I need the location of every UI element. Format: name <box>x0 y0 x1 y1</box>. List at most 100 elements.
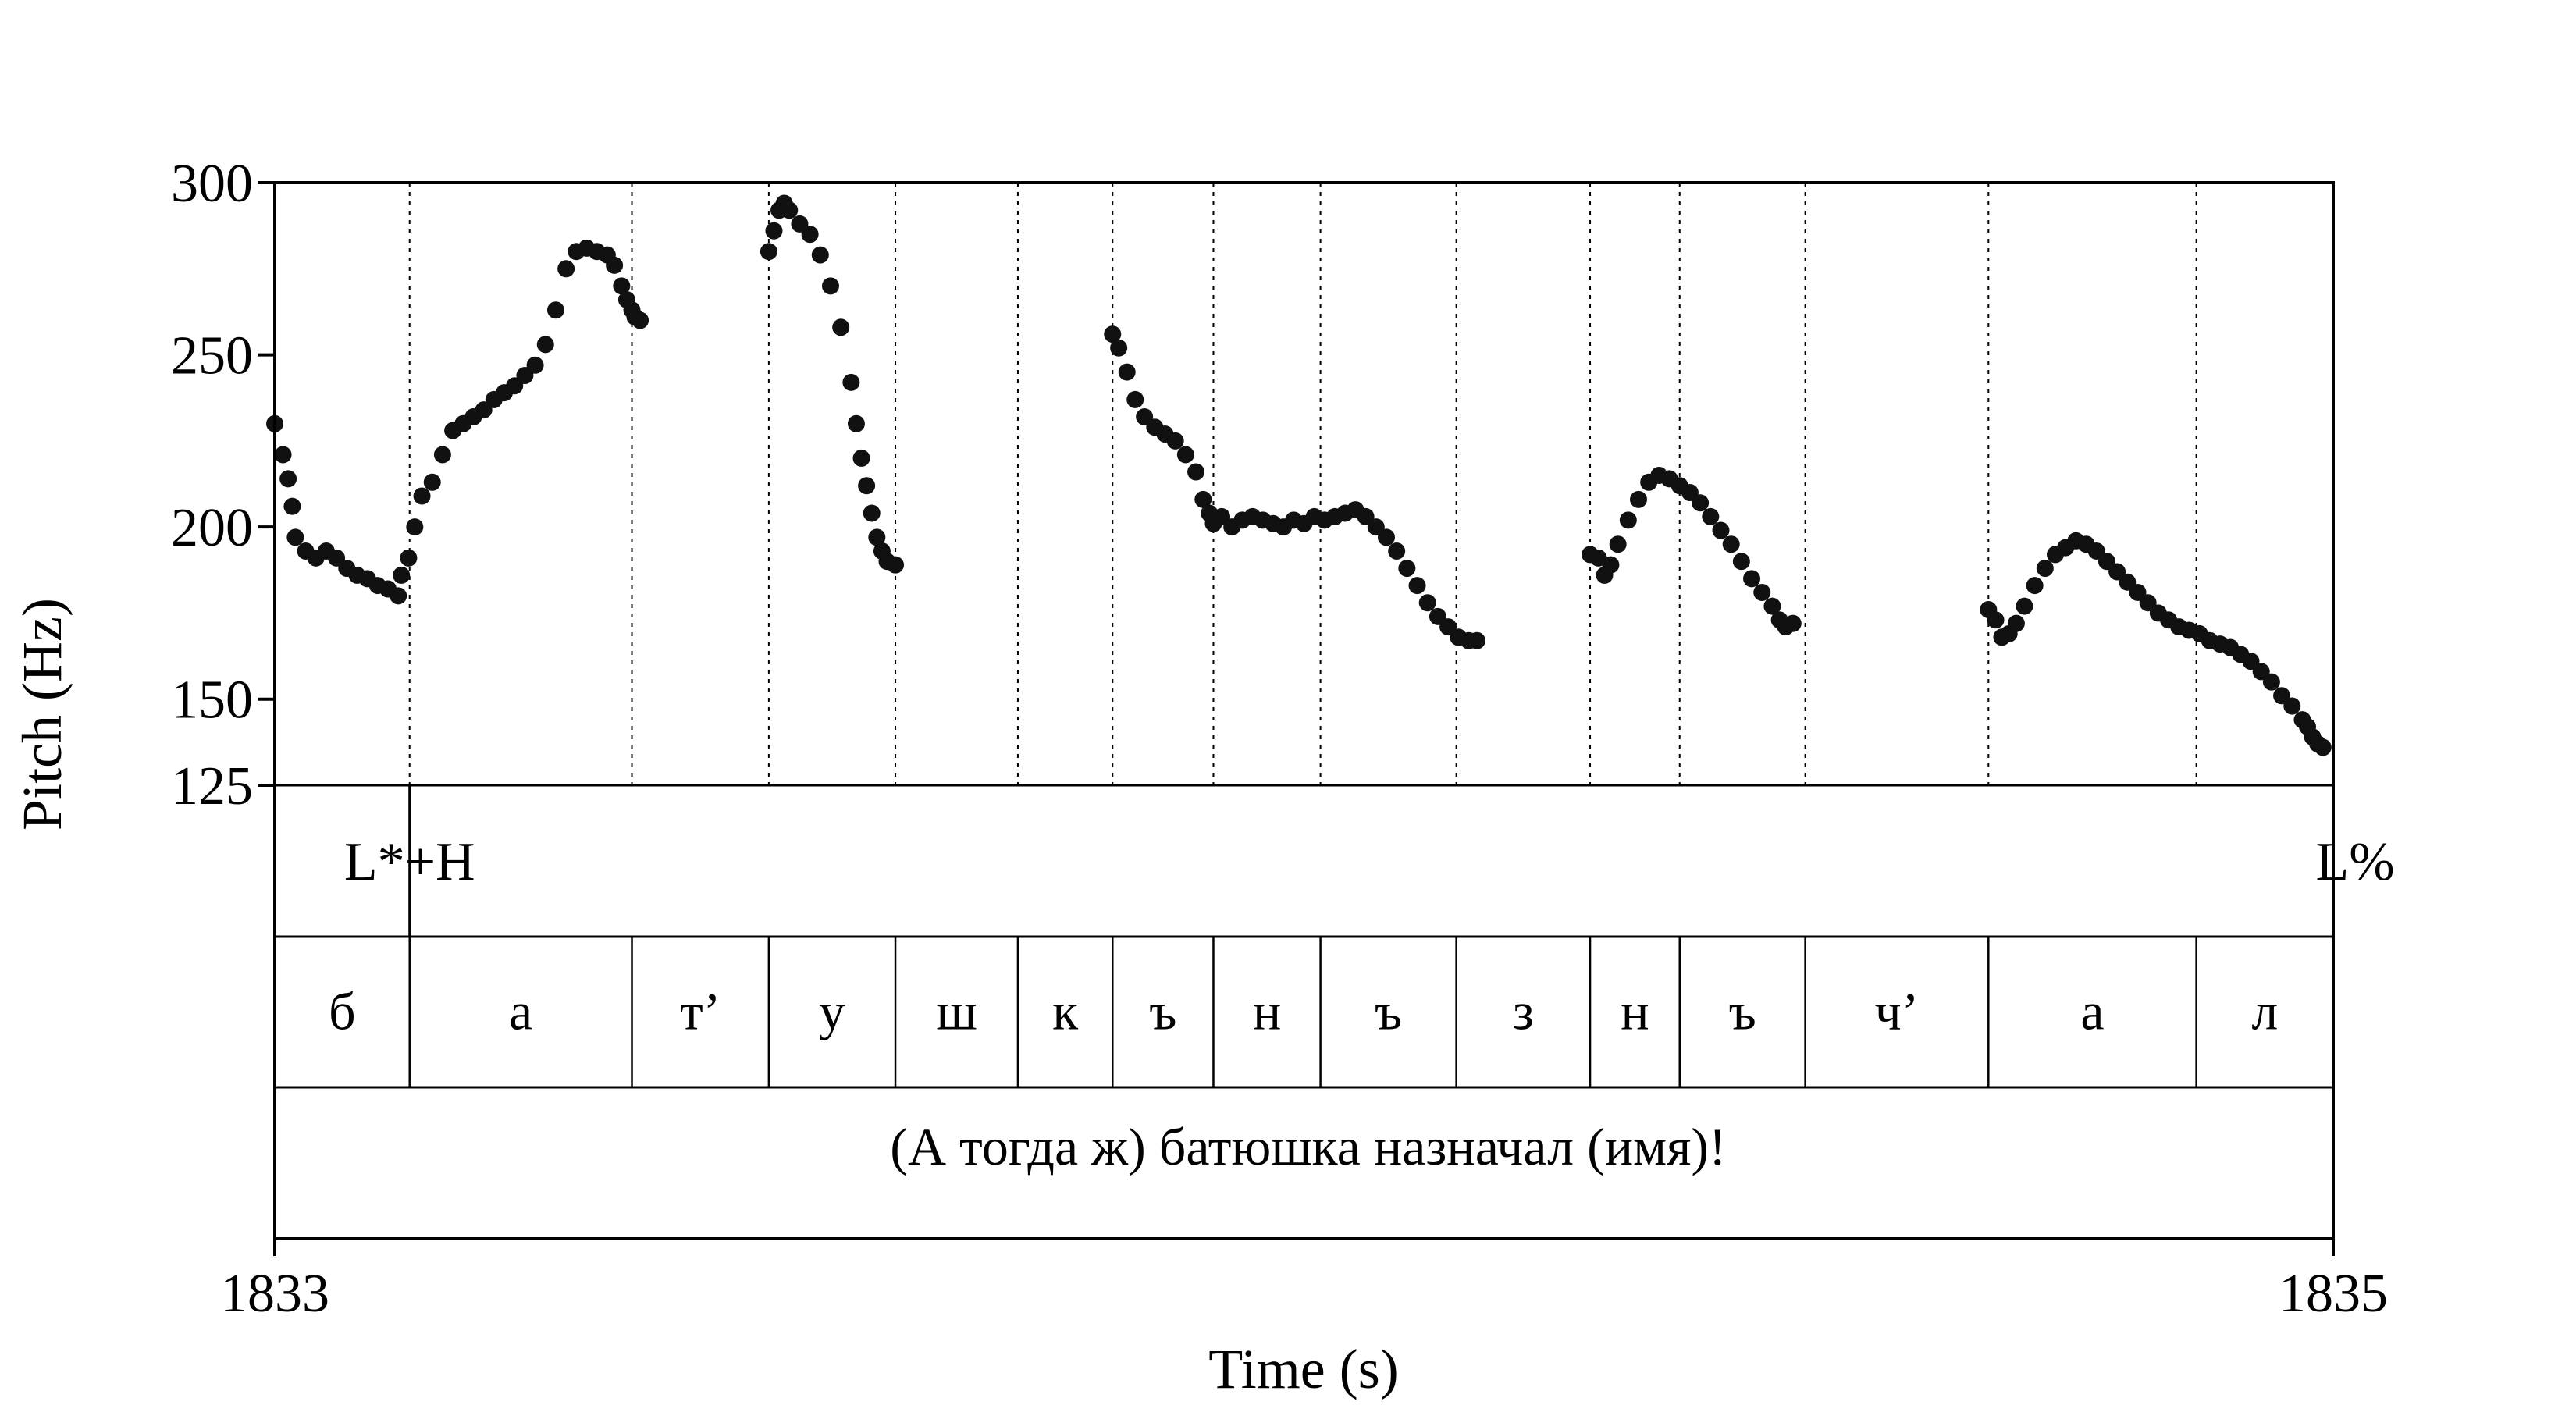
pitch-point <box>279 470 297 488</box>
pitch-points <box>266 194 2332 756</box>
segment-label: у <box>819 982 845 1041</box>
pitch-point <box>393 566 411 584</box>
pitch-point <box>863 504 881 522</box>
pitch-point <box>1763 597 1781 615</box>
pitch-point <box>1166 432 1184 450</box>
segment-label: з <box>1513 982 1534 1041</box>
pitch-point <box>811 246 829 264</box>
pitch-point <box>433 446 451 464</box>
pitch-point <box>760 243 777 261</box>
pitch-point <box>536 336 554 354</box>
y-tick-label: 150 <box>171 670 253 731</box>
pitch-point <box>2026 577 2044 595</box>
utterance-text: (А тогда ж) батюшка назначал (имя)! <box>890 1117 1726 1176</box>
segment-label: ъ <box>1729 982 1756 1041</box>
segment-label: т’ <box>680 982 720 1041</box>
segment-label: а <box>509 982 532 1041</box>
pitch-point <box>1630 490 1648 508</box>
outer-frame <box>273 181 2335 1240</box>
y-tick-label: 200 <box>171 498 253 558</box>
x-tick-label-end: 1835 <box>2279 1264 2388 1324</box>
pitch-point <box>1187 463 1205 481</box>
pitch-point <box>2262 673 2280 691</box>
pitch-point <box>400 549 418 567</box>
plot-frames <box>273 181 2335 1256</box>
pitch-point <box>781 201 799 219</box>
x-tick-label-start: 1833 <box>220 1264 329 1324</box>
pitch-point <box>868 528 886 546</box>
y-axis-ticks: 300 250 200 150 125 <box>171 154 275 816</box>
pitch-point <box>606 256 624 274</box>
pitch-point <box>1609 535 1627 553</box>
pitch-point <box>887 556 905 574</box>
pitch-point <box>801 226 819 244</box>
pitch-point <box>1110 339 1128 357</box>
pitch-point <box>1712 521 1730 539</box>
pitch-point <box>1619 511 1637 529</box>
y-axis-label: Pitch (Hz) <box>11 598 73 831</box>
pitch-point <box>1118 363 1136 381</box>
pitch-point <box>1418 594 1436 612</box>
segment-label: б <box>329 982 356 1041</box>
pitch-point <box>2036 560 2054 578</box>
pitch-point <box>765 222 783 240</box>
pitch-point <box>2314 738 2332 756</box>
tone-label-l-star-h: L*+H <box>344 832 475 892</box>
pitch-point <box>1388 542 1406 560</box>
pitch-point <box>286 528 304 546</box>
pitch-point <box>2283 697 2301 715</box>
y-tick-label: 300 <box>171 154 253 214</box>
segment-label: ъ <box>1149 982 1176 1041</box>
pitch-point <box>526 356 544 374</box>
pitch-point <box>413 487 431 505</box>
pitch-point <box>832 318 850 336</box>
pitch-point <box>557 260 575 278</box>
pitch-point <box>1468 631 1486 649</box>
segment-label: н <box>1253 982 1281 1041</box>
pitch-point <box>821 277 839 295</box>
tone-label-l-percent: L% <box>2315 832 2394 892</box>
pitch-point <box>1377 528 1395 546</box>
pitch-point <box>283 497 301 515</box>
pitch-point <box>1743 570 1761 588</box>
segment-label: ч’ <box>1875 982 1920 1041</box>
pitch-point <box>274 446 292 464</box>
pitch-point <box>2007 614 2025 632</box>
pitch-point <box>1104 325 1122 343</box>
pitch-point <box>1176 446 1194 464</box>
pitch-point <box>842 373 860 391</box>
pitch-point <box>546 301 564 319</box>
segment-label: ъ <box>1375 982 1402 1041</box>
pitch-point <box>1732 553 1750 571</box>
segment-label: н <box>1621 982 1649 1041</box>
segment-label: к <box>1052 982 1079 1041</box>
segment-boundary-lines <box>408 183 2197 1087</box>
segment-label: л <box>2251 982 2278 1041</box>
y-tick-label: 250 <box>171 326 253 386</box>
pitch-point <box>852 449 870 467</box>
y-tick-label: 125 <box>171 756 253 816</box>
pitch-point <box>1784 614 1802 632</box>
pitch-point <box>613 277 631 295</box>
pitch-point <box>2016 597 2033 615</box>
pitch-point <box>858 477 876 495</box>
pitch-point <box>1702 507 1720 525</box>
pitch-point <box>1753 583 1771 601</box>
pitch-point <box>406 518 424 536</box>
pitch-point <box>1987 611 2005 629</box>
pitch-point <box>1408 577 1426 595</box>
segment-label: ш <box>936 982 977 1041</box>
pitch-point <box>1194 490 1212 508</box>
pitch-point <box>1602 556 1620 574</box>
tone-tier: L*+H L% <box>344 785 2395 937</box>
pitch-point <box>1692 494 1710 512</box>
segment-tier: б а т’ у ш к ъ н ъ з н ъ ч’ а л <box>329 982 2278 1041</box>
pitch-point <box>390 587 407 605</box>
pitch-point <box>632 311 649 329</box>
segment-label: а <box>2080 982 2104 1041</box>
pitch-point <box>1722 535 1740 553</box>
pitch-point <box>847 414 865 432</box>
x-axis-label: Time (s) <box>1208 1338 1398 1400</box>
pitch-point <box>1398 560 1416 578</box>
